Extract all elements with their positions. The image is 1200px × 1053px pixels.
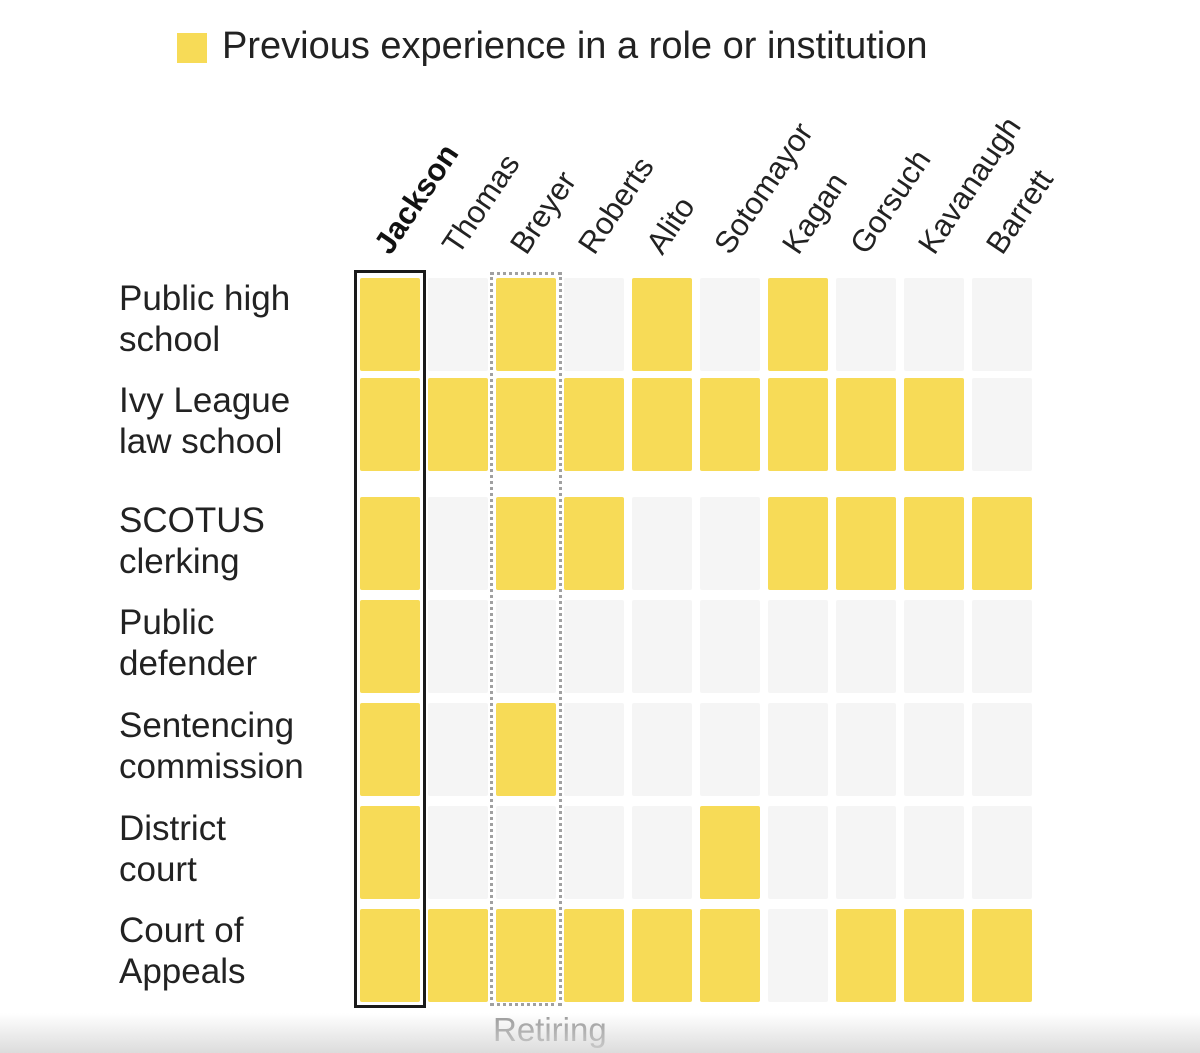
cell-empty (836, 806, 896, 899)
cell-filled (700, 909, 760, 1002)
cell-empty (564, 600, 624, 693)
cell-filled (768, 278, 828, 371)
row-label-line: school (119, 320, 221, 359)
cell-filled (428, 378, 488, 471)
retiring-label: Retiring (493, 1011, 607, 1048)
cell-empty (904, 703, 964, 796)
row-label: SCOTUS clerking (119, 500, 349, 582)
cell-filled (360, 909, 420, 1002)
cell-empty (428, 600, 488, 693)
row-label-line: Appeals (119, 952, 246, 991)
cell-empty (632, 806, 692, 899)
cell-filled (836, 378, 896, 471)
cell-empty (700, 703, 760, 796)
cell-empty (972, 703, 1032, 796)
row-label-line: Court of (119, 911, 244, 950)
row-label: District court (119, 808, 349, 890)
cell-empty (836, 278, 896, 371)
cell-empty (768, 806, 828, 899)
cell-filled (360, 497, 420, 590)
cell-filled (768, 378, 828, 471)
cell-filled (496, 909, 556, 1002)
cell-filled (632, 278, 692, 371)
cell-empty (632, 703, 692, 796)
cell-empty (428, 703, 488, 796)
cell-empty (564, 703, 624, 796)
cell-filled (360, 806, 420, 899)
cell-filled (360, 378, 420, 471)
row-label: Court of Appeals (119, 910, 349, 992)
cell-empty (768, 600, 828, 693)
cell-empty (632, 600, 692, 693)
cell-filled (700, 378, 760, 471)
cell-empty (700, 497, 760, 590)
cell-filled (496, 378, 556, 471)
cell-empty (972, 806, 1032, 899)
cell-filled (360, 278, 420, 371)
row-label-line: defender (119, 644, 258, 683)
cell-filled (632, 909, 692, 1002)
row-label-line: SCOTUS (119, 501, 265, 540)
row-label-line: Sentencing (119, 706, 295, 745)
cell-filled (700, 806, 760, 899)
cell-empty (496, 600, 556, 693)
cell-filled (972, 497, 1032, 590)
cell-empty (972, 600, 1032, 693)
cell-empty (428, 278, 488, 371)
row-label-line: law school (119, 422, 283, 461)
cell-filled (564, 497, 624, 590)
cell-filled (496, 278, 556, 371)
cell-filled (496, 497, 556, 590)
cell-empty (836, 703, 896, 796)
cell-empty (972, 278, 1032, 371)
legend: Previous experience in a role or institu… (177, 24, 928, 68)
cell-filled (904, 909, 964, 1002)
cell-filled (904, 497, 964, 590)
row-label-line: Ivy League (119, 381, 291, 420)
cell-empty (768, 909, 828, 1002)
cell-filled (360, 703, 420, 796)
cell-empty (496, 806, 556, 899)
row-label-line: District (119, 809, 226, 848)
cell-empty (972, 378, 1032, 471)
cell-filled (428, 909, 488, 1002)
legend-label: Previous experience in a role or institu… (222, 25, 928, 67)
cell-empty (428, 497, 488, 590)
cell-filled (972, 909, 1032, 1002)
row-label-line: Public (119, 603, 215, 642)
cell-filled (836, 497, 896, 590)
row-label: Ivy League law school (119, 380, 349, 462)
row-label-line: court (119, 850, 197, 889)
row-label: Public defender (119, 602, 349, 684)
cell-filled (496, 703, 556, 796)
cell-filled (768, 497, 828, 590)
row-label: Public high school (119, 278, 349, 360)
cell-empty (836, 600, 896, 693)
cell-empty (564, 806, 624, 899)
cell-filled (564, 909, 624, 1002)
column-label-alito: Alito (638, 190, 702, 260)
cell-filled (632, 378, 692, 471)
cell-filled (836, 909, 896, 1002)
legend-swatch (177, 33, 207, 63)
cell-empty (428, 806, 488, 899)
cell-filled (564, 378, 624, 471)
cell-filled (904, 378, 964, 471)
row-label-line: commission (119, 747, 304, 786)
cell-empty (632, 497, 692, 590)
cell-filled (360, 600, 420, 693)
cell-empty (904, 278, 964, 371)
cell-empty (904, 600, 964, 693)
cell-empty (904, 806, 964, 899)
cell-empty (564, 278, 624, 371)
cell-empty (700, 278, 760, 371)
row-label-line: Public high (119, 279, 291, 318)
row-label-line: clerking (119, 542, 240, 581)
row-label: Sentencing commission (119, 705, 349, 787)
cell-empty (700, 600, 760, 693)
cell-empty (768, 703, 828, 796)
